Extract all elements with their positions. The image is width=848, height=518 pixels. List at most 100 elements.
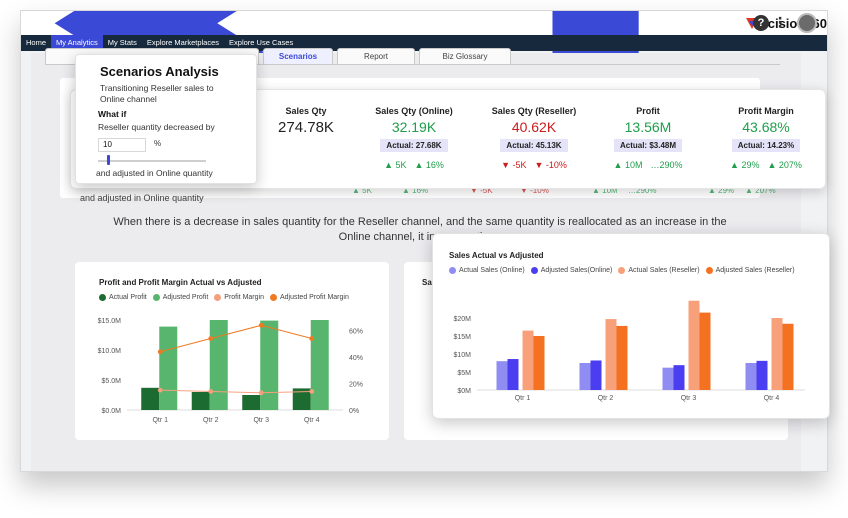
background-delta-value: …290%: [628, 186, 657, 195]
reseller-decrease-label: Reseller quantity decreased by: [98, 122, 215, 132]
kpi-actual-badge: Actual: 14.23%: [731, 139, 801, 152]
legend-item[interactable]: Adjusted Profit Margin: [269, 294, 349, 301]
x-tick-label: Qtr 4: [304, 417, 320, 424]
line-point[interactable]: [309, 389, 315, 394]
kpi-actual-badge: Actual: 45.13K: [500, 139, 568, 152]
legend-swatch: [618, 267, 626, 274]
kpi-sales-qty-online: Sales Qty (Online) 32.19K Actual: 27.68K ▲ …: [359, 90, 469, 170]
kpi-delta-value: 10M: [624, 160, 643, 170]
tab-report[interactable]: Report: [337, 48, 415, 64]
kpi-label: Sales Qty: [285, 106, 327, 116]
legend-swatch: [705, 267, 713, 274]
background-delta: ▲ 16%: [402, 186, 429, 195]
y-tick-label: $15.0M: [98, 318, 122, 325]
kpi-delta-value: 29%: [741, 160, 760, 170]
legend-swatch: [214, 294, 222, 301]
bar-adjusted-sales-reseller[interactable]: [699, 312, 711, 390]
tab-biz-glossary[interactable]: Biz Glossary: [419, 48, 511, 64]
decrease-slider-track[interactable]: [98, 160, 206, 162]
bar-adjusted-profit[interactable]: [260, 320, 279, 410]
background-delta: ▲ 5K: [352, 186, 372, 195]
kpi-label: Sales Qty (Reseller): [491, 106, 577, 116]
bar-adjusted-profit[interactable]: [159, 326, 178, 410]
tab-scenarios[interactable]: Scenarios: [263, 48, 333, 64]
help-icon[interactable]: ?: [753, 15, 769, 31]
background-delta-value: 29%: [718, 186, 735, 195]
line-point[interactable]: [208, 389, 214, 394]
bar-actual-sales-reseller[interactable]: [605, 319, 617, 390]
background-delta: ▲ 207%: [745, 186, 776, 195]
tab-divider: [45, 64, 780, 65]
kpi-delta-value: -5K: [512, 160, 527, 170]
profit-chart: $0.0M $5.0M $10.0M $15.0M 0% 20% 40% 60% Qtr 1 Qt…: [98, 318, 363, 424]
bar-actual-sales-online[interactable]: [579, 363, 591, 390]
bar-actual-sales-reseller[interactable]: [771, 318, 783, 390]
legend-item[interactable]: Adjusted Sales(Online): [530, 267, 613, 274]
legend-item[interactable]: Actual Profit: [99, 294, 147, 301]
line-point[interactable]: [258, 322, 264, 328]
bar-actual-sales-reseller[interactable]: [688, 300, 700, 390]
legend-item[interactable]: Actual Sales (Reseller): [618, 267, 700, 274]
bar-actual-profit[interactable]: [242, 395, 261, 410]
bar-adjusted-sales-online[interactable]: [507, 359, 519, 390]
x-tick-label: Qtr 2: [203, 417, 219, 424]
sales-chart: $0M $5M $10M $15M $20M Qtr 1 Qtr 2 Qtr 3 Qtr 4: [453, 300, 805, 402]
bar-adjusted-profit[interactable]: [310, 320, 329, 410]
background-delta: ▲ 29%: [708, 186, 735, 195]
line-point[interactable]: [157, 387, 163, 393]
bar-actual-sales-reseller[interactable]: [522, 330, 534, 390]
kpi-delta: ▲ 207%: [767, 160, 801, 170]
kpi-delta: ▲ 16%: [415, 160, 444, 170]
nav-item-home[interactable]: Home: [26, 38, 47, 47]
bar-adjusted-sales-reseller[interactable]: [616, 325, 628, 390]
bar-adjusted-sales-online[interactable]: [590, 360, 602, 390]
background-delta: ▲ 10M: [592, 186, 618, 195]
bar-actual-profit[interactable]: [141, 387, 160, 410]
legend-item[interactable]: Adjusted Sales (Reseller): [705, 267, 795, 274]
nav-item-explore-marketplaces[interactable]: Explore Marketplaces: [146, 38, 220, 47]
sales-chart-card: Sales Actual vs Adjusted Actual Sales (O…: [432, 233, 830, 419]
legend-item[interactable]: Adjusted Profit: [152, 294, 209, 301]
bar-actual-profit[interactable]: [191, 392, 210, 410]
nav-item-my-stats[interactable]: My Stats: [107, 38, 137, 47]
bar-adjusted-sales-reseller[interactable]: [533, 336, 545, 390]
nav-item-explore-use-cases[interactable]: Explore Use Cases: [229, 38, 294, 47]
x-tick-label: Qtr 3: [681, 395, 697, 402]
scenarios-panel: Scenarios Analysis Transitioning Reselle…: [75, 54, 257, 184]
bar-adjusted-sales-online[interactable]: [673, 365, 685, 390]
y-tick-label: $15M: [453, 334, 471, 341]
legend-label: Adjusted Sales (Reseller): [715, 267, 795, 274]
decrease-slider-handle[interactable]: [106, 155, 110, 165]
legend-label: Actual Sales (Reseller): [628, 267, 700, 274]
legend-swatch: [152, 294, 160, 301]
legend-item[interactable]: Actual Sales (Online): [449, 267, 525, 274]
more-options-icon[interactable]: ⋮: [773, 14, 787, 30]
legend-label: Adjusted Profit: [162, 294, 209, 301]
nav-item-my-analytics[interactable]: My Analytics: [51, 35, 103, 51]
legend-item[interactable]: Profit Margin: [214, 294, 264, 301]
avatar[interactable]: [797, 13, 817, 33]
background-adjusted-label: and adjusted in Online quantity: [80, 193, 204, 203]
kpi-value: 32.19K: [391, 119, 437, 135]
y2-tick-label: 60%: [349, 329, 363, 336]
y-tick-label: $10.0M: [98, 348, 122, 355]
bar-actual-sales-online[interactable]: [662, 367, 674, 390]
background-delta-value: 10M: [602, 186, 618, 195]
profit-chart-legend: Actual Profit Adjusted Profit Profit Margi…: [99, 294, 355, 301]
bar-actual-profit[interactable]: [292, 388, 311, 410]
bar-adjusted-sales-online[interactable]: [756, 360, 768, 390]
line-point[interactable]: [309, 336, 315, 341]
bar-actual-sales-online[interactable]: [745, 363, 757, 390]
bar-adjusted-sales-reseller[interactable]: [782, 323, 794, 390]
legend-label: Adjusted Sales(Online): [540, 267, 613, 274]
kpi-delta: ▼ -5K: [501, 160, 526, 170]
line-point[interactable]: [208, 336, 214, 341]
line-point[interactable]: [157, 349, 163, 355]
arrow-up-icon: ▲: [613, 160, 625, 170]
logo-text: ecision360: [760, 15, 828, 31]
adjusted-online-label: and adjusted in Online quantity: [96, 168, 213, 178]
line-point[interactable]: [258, 390, 264, 396]
bar-adjusted-profit[interactable]: [209, 320, 228, 410]
decrease-percent-input[interactable]: 10: [98, 138, 146, 152]
bar-actual-sales-online[interactable]: [496, 361, 508, 390]
